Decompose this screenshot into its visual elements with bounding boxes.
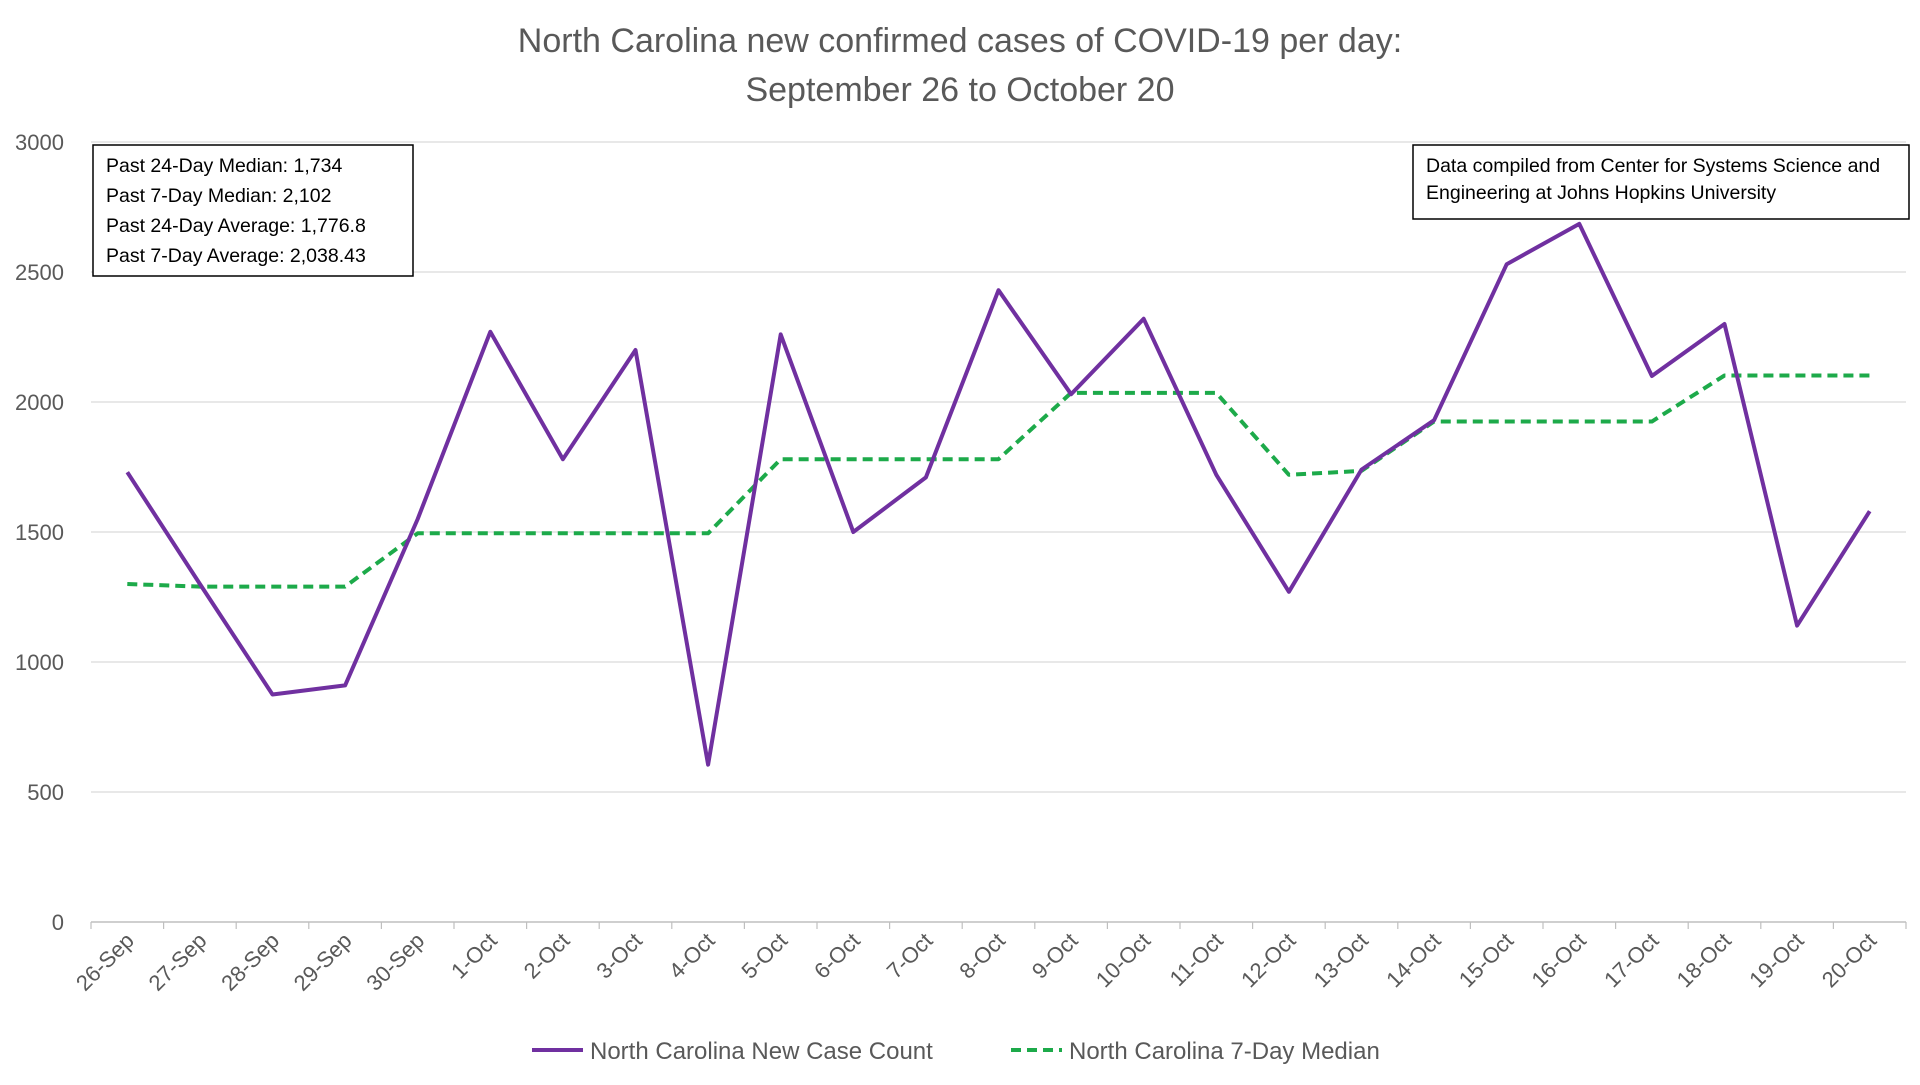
series-line-new-case-count (125, 221, 1872, 767)
legend-label-new-case-count: North Carolina New Case Count (590, 1038, 933, 1065)
x-tick-label: 26-Sep (71, 928, 139, 996)
x-tick-label: 3-Oct (591, 928, 647, 984)
x-tick-label: 15-Oct (1454, 928, 1518, 992)
x-tick-label: 10-Oct (1091, 928, 1155, 992)
x-tick-label: 14-Oct (1381, 928, 1445, 992)
legend-label-7-day-median: North Carolina 7-Day Median (1069, 1038, 1380, 1065)
x-tick-label: 20-Oct (1817, 928, 1881, 992)
x-tick-label: 28-Sep (216, 928, 284, 996)
source-annotation-box: Data compiled from Center for Systems Sc… (1412, 144, 1910, 220)
stats-line-4: Past 7-Day Average: 2,038.43 (106, 245, 366, 267)
x-tick-label: 8-Oct (954, 928, 1010, 984)
y-tick-label: 2500 (15, 260, 64, 285)
x-tick-label: 18-Oct (1672, 928, 1736, 992)
series-lines (125, 221, 1872, 767)
x-tick-label: 12-Oct (1236, 928, 1300, 992)
y-tick-label: 500 (27, 780, 64, 805)
chart-title: North Carolina new confirmed cases of CO… (518, 22, 1402, 109)
x-tick-label: 4-Oct (664, 928, 720, 984)
stats-line-3: Past 24-Day Average: 1,776.8 (106, 215, 366, 237)
x-tick-label: 6-Oct (809, 928, 865, 984)
x-tick-label: 5-Oct (737, 928, 793, 984)
x-axis-ticks: 26-Sep 27-Sep 28-Sep 29-Sep 30-Sep 1-Oct 2-Oct… (71, 928, 1881, 996)
stats-line-2: Past 7-Day Median: 2,102 (106, 185, 331, 207)
x-tick-label: 13-Oct (1309, 928, 1373, 992)
y-axis-ticks: 0 500 1000 1500 2000 2500 3000 (15, 130, 64, 935)
x-tick-label: 9-Oct (1027, 928, 1083, 984)
x-tick-label: 30-Sep (361, 928, 429, 996)
y-tick-label: 1000 (15, 650, 64, 675)
source-box-border (1412, 144, 1910, 220)
chart-title-line-2: September 26 to October 20 (745, 71, 1174, 109)
y-tick-label: 1500 (15, 520, 64, 545)
source-line-2: Engineering at Johns Hopkins University (1426, 182, 1776, 204)
chart-title-line-1: North Carolina new confirmed cases of CO… (518, 22, 1402, 60)
x-tick-label: 16-Oct (1526, 928, 1590, 992)
x-tick-label: 2-Oct (519, 928, 575, 984)
stats-annotation-box: Past 24-Day Median: 1,734 Past 7-Day Med… (92, 144, 414, 277)
stats-line-1: Past 24-Day Median: 1,734 (106, 155, 342, 177)
x-tick-label: 27-Sep (144, 928, 212, 996)
source-line-1: Data compiled from Center for Systems Sc… (1426, 155, 1880, 177)
y-tick-label: 0 (52, 910, 64, 935)
x-tick-label: 29-Sep (289, 928, 357, 996)
x-tick-label: 17-Oct (1599, 928, 1663, 992)
x-tick-label: 1-Oct (446, 928, 502, 984)
x-tick-label: 11-Oct (1165, 928, 1228, 991)
legend: North Carolina New Case Count North Caro… (532, 1038, 1380, 1065)
x-tick-label: 19-Oct (1744, 928, 1808, 992)
stats-box-border (92, 144, 414, 277)
x-tick-label: 7-Oct (882, 928, 938, 984)
y-tick-label: 2000 (15, 390, 64, 415)
series-line-7-day-median (127, 373, 1870, 589)
y-tick-label: 3000 (15, 130, 64, 155)
